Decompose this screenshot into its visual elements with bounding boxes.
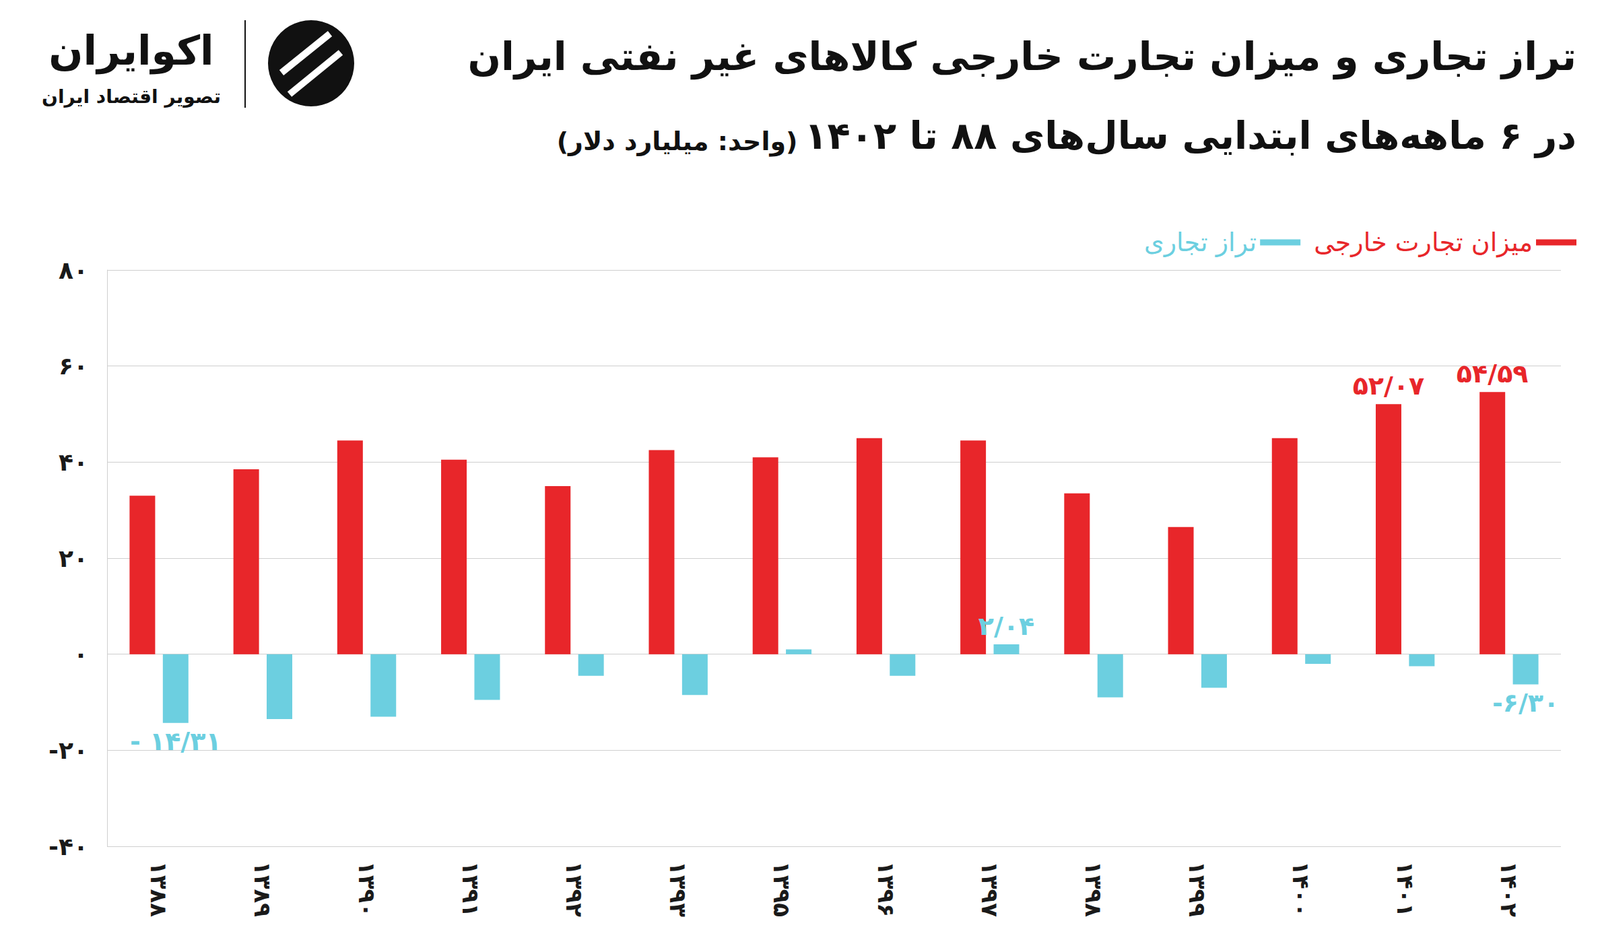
- svg-text:۱۴۰۲: ۱۴۰۲: [1495, 861, 1523, 918]
- svg-text:۸۰: ۸۰: [58, 256, 89, 285]
- svg-text:میزان تجارت خارجی: میزان تجارت خارجی: [1313, 227, 1533, 258]
- svg-text:۰: ۰: [73, 640, 89, 669]
- svg-text:۱۴۰۰: ۱۴۰۰: [1287, 861, 1315, 918]
- svg-text:۱۳۹۲: ۱۳۹۲: [560, 861, 588, 918]
- svg-text:- ۱۴/۳۱: - ۱۴/۳۱: [129, 726, 222, 757]
- svg-text:تراز تجاری و میزان تجارت خارجی: تراز تجاری و میزان تجارت خارجی کالاهای غ…: [467, 33, 1577, 81]
- svg-text:اکوایران: اکوایران: [48, 26, 214, 75]
- svg-text:۱۳۹۵: ۱۳۹۵: [768, 861, 796, 918]
- svg-text:(واحد: میلیارد دلار): (واحد: میلیارد دلار): [556, 126, 798, 157]
- svg-text:۱۳۹۳: ۱۳۹۳: [664, 861, 692, 918]
- svg-text:۱۳۹۶: ۱۳۹۶: [872, 861, 900, 918]
- svg-text:۱۳۸۹: ۱۳۸۹: [249, 861, 277, 918]
- svg-text:۱۳۹۰: ۱۳۹۰: [353, 861, 381, 918]
- svg-text:۱۴۰۱: ۱۴۰۱: [1391, 861, 1419, 918]
- svg-text:۱۳۹۱: ۱۳۹۱: [457, 861, 485, 918]
- svg-text:-۲۰: -۲۰: [48, 736, 89, 765]
- svg-text:۱۳۹۸: ۱۳۹۸: [1080, 861, 1108, 918]
- svg-text:۴۰: ۴۰: [58, 448, 89, 477]
- svg-text:۶۰: ۶۰: [58, 352, 89, 380]
- svg-text:-۴۰: -۴۰: [48, 832, 89, 861]
- svg-text:۱۳۸۸: ۱۳۸۸: [145, 861, 173, 918]
- svg-text:تراز تجاری: تراز تجاری: [1144, 227, 1257, 258]
- svg-text:۵۴/۵۹: ۵۴/۵۹: [1456, 358, 1529, 389]
- svg-text:در ۶ ماهه‌های ابتدایی سال‌های: در ۶ ماهه‌های ابتدایی سال‌های ۸۸ تا ۱۴۰۲: [804, 113, 1577, 159]
- svg-text:۱۳۹۹: ۱۳۹۹: [1183, 861, 1211, 918]
- svg-text:تصویر اقتصاد ایران: تصویر اقتصاد ایران: [41, 85, 221, 108]
- svg-text:۲۰: ۲۰: [58, 544, 89, 573]
- svg-text:-۶/۳۰: -۶/۳۰: [1492, 688, 1559, 718]
- svg-text:۲/۰۴: ۲/۰۴: [978, 611, 1035, 642]
- svg-text:۵۲/۰۷: ۵۲/۰۷: [1352, 371, 1425, 401]
- svg-text:۱۳۹۷: ۱۳۹۷: [976, 861, 1004, 918]
